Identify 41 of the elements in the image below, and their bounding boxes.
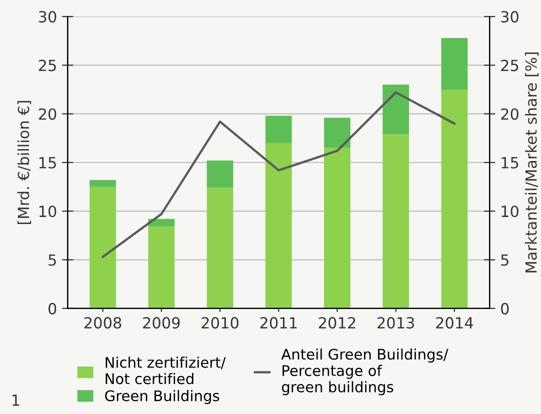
line-series [102, 91, 456, 258]
y-tick-label: 0 [48, 302, 56, 314]
bar [265, 116, 292, 144]
text: 1 [12, 394, 20, 406]
x-tick-label: 2009 [143, 317, 180, 329]
y2-axis-title: Marktanteil/Market share [%] [525, 52, 539, 272]
legend-label: Nicht zertifiziert/ Not certified [106, 356, 226, 384]
bar [382, 134, 410, 308]
y-tick-label: 20 [38, 108, 56, 120]
x-tick-label: 2011 [260, 317, 297, 329]
y-tick-label: 5 [48, 254, 56, 266]
bar [324, 118, 350, 148]
y-tick-label: 25 [38, 60, 56, 72]
bar [441, 90, 468, 308]
bar [90, 180, 116, 187]
y2-tick-label: 5 [501, 254, 508, 266]
x-tick-label: 2010 [202, 317, 238, 329]
bar [206, 188, 234, 308]
legend-label: Green Buildings [105, 390, 220, 404]
x-tick-label: 2013 [378, 317, 414, 329]
y-tick-label: 10 [39, 206, 56, 218]
y2-tick-label: 15 [502, 157, 518, 169]
y-axis-title: [Mrd. €/billion €] [17, 100, 32, 224]
bar [265, 143, 292, 308]
bar [441, 38, 468, 90]
bar [206, 160, 234, 188]
legend-label: Anteil Green Buildings/ Percentage of green buildings [281, 348, 448, 396]
x-tick-label: 2008 [84, 317, 122, 329]
y2-tick-label: 0 [501, 302, 509, 314]
bar [90, 186, 116, 308]
y2-tick-label: 25 [501, 60, 518, 72]
x-tick-label: 2014 [436, 317, 474, 329]
bar [148, 226, 175, 308]
bar [324, 148, 350, 308]
x-tick-label: 2012 [318, 317, 356, 329]
y2-tick-label: 10 [502, 206, 518, 218]
y2-tick-label: 20 [501, 108, 518, 120]
bar [382, 84, 410, 134]
y2-tick-label: 30 [501, 11, 518, 23]
y-tick-label: 30 [38, 11, 56, 23]
y-tick-label: 15 [39, 157, 56, 169]
